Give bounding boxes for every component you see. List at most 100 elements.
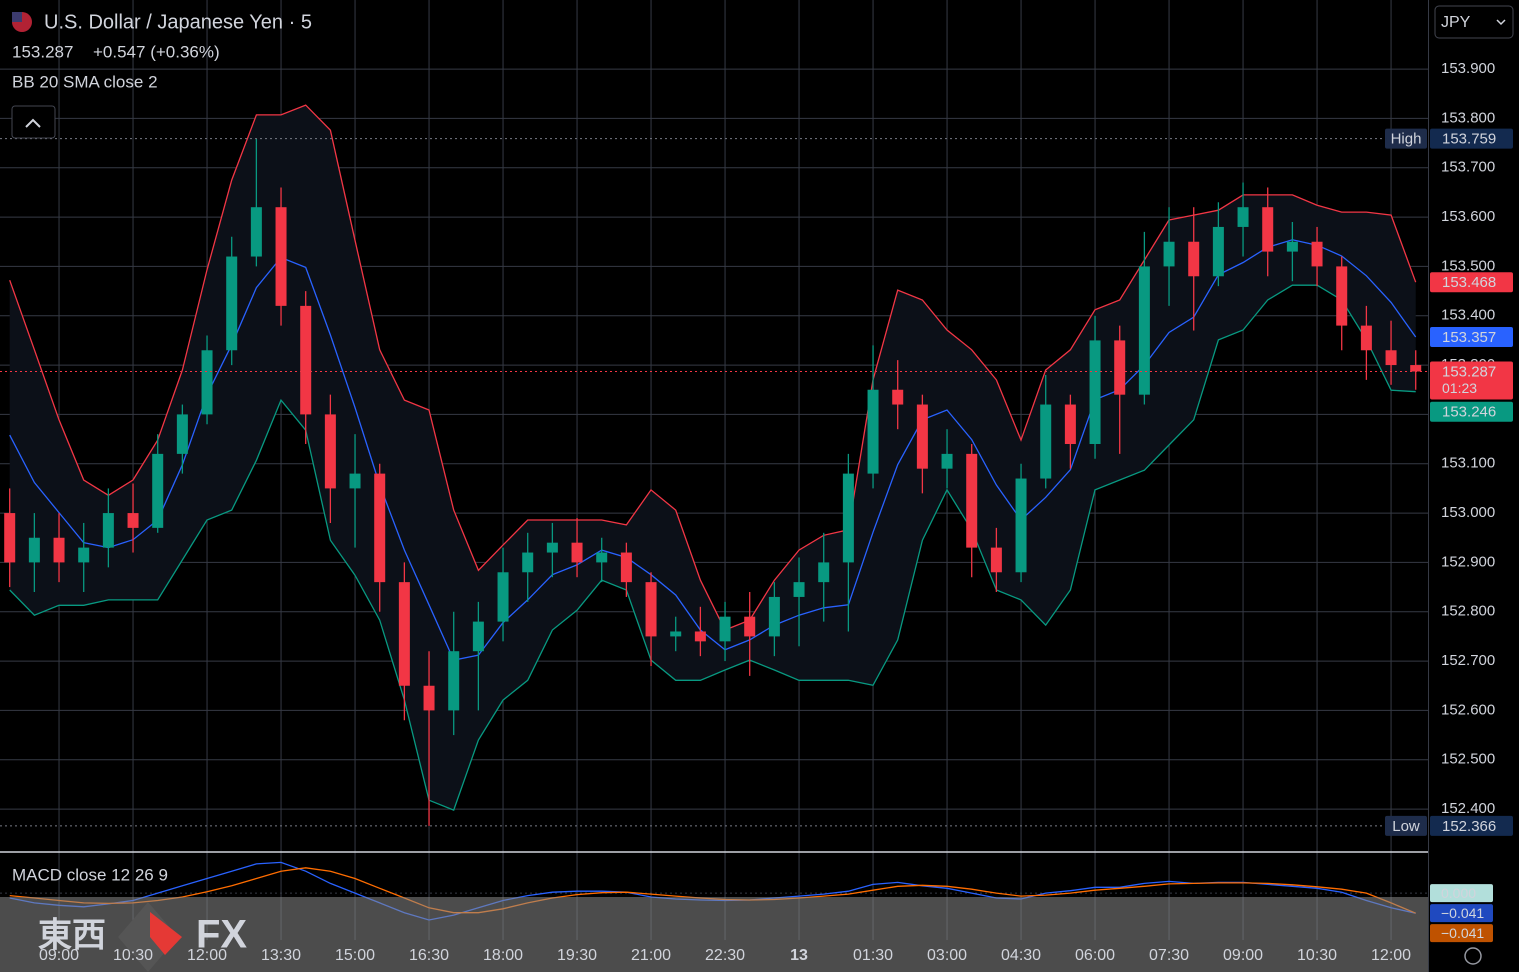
x-tick-label: 07:30	[1149, 947, 1189, 964]
candle-body	[1237, 207, 1249, 227]
low-tag: 152.366	[1442, 818, 1496, 835]
macd-label: MACD close 12 26 9	[12, 865, 168, 884]
middle-band-tag: 153.357	[1442, 329, 1496, 346]
chart-title: U.S. Dollar / Japanese Yen · 5	[44, 11, 312, 33]
currency-label: JPY	[1441, 14, 1471, 31]
candle-body	[571, 542, 583, 563]
candle-body	[670, 631, 682, 637]
candle-body	[916, 404, 928, 469]
x-tick-label: 01:30	[853, 947, 893, 964]
y-tick-label: 0.000	[1441, 885, 1476, 901]
last-price: 153.287	[12, 42, 73, 61]
plot	[0, 0, 1428, 940]
x-tick-label: 18:00	[483, 947, 523, 964]
x-tick-label: 16:30	[409, 947, 449, 964]
y-tick-label: 152.600	[1441, 701, 1495, 718]
watermark-cjk: 東西	[38, 916, 106, 956]
candle-body	[1015, 478, 1027, 573]
indicator-label: BB 20 SMA close 2	[12, 72, 158, 91]
x-tick-label: 10:30	[113, 947, 153, 964]
candle-body	[842, 473, 854, 563]
x-tick-label: 19:30	[557, 947, 597, 964]
x-tick-label: 15:00	[335, 947, 375, 964]
candle-body	[1286, 241, 1298, 252]
candle-body	[1360, 325, 1372, 351]
last-value-tag-bg	[1430, 924, 1493, 943]
last-price-tag-bg	[1430, 361, 1513, 400]
last-price-tag: 153.287	[1442, 363, 1496, 380]
candle-body	[349, 473, 361, 489]
candle-body	[1385, 350, 1397, 366]
candle-body	[941, 453, 953, 469]
candle-body	[645, 582, 657, 637]
lower-band-tag-bg	[1430, 401, 1513, 422]
high-tag-bg	[1430, 128, 1513, 149]
band-fill	[9, 105, 1416, 811]
y-tick-label: 153.400	[1441, 307, 1495, 324]
x-tick-label: 12:00	[1371, 947, 1411, 964]
candle-body	[818, 562, 830, 583]
middle-band-tag-bg	[1430, 326, 1513, 347]
candle-body	[398, 582, 410, 686]
x-tick-label: 09:00	[1223, 947, 1263, 964]
collapse-button[interactable]	[11, 105, 56, 139]
candle-body	[719, 616, 731, 642]
x-tick-label: 03:00	[927, 947, 967, 964]
low-tag-label-bg	[1385, 815, 1427, 836]
last-value-tag: −0.041	[1441, 905, 1484, 921]
candle-body	[892, 389, 904, 405]
candle-body	[1114, 340, 1126, 395]
settings-icon[interactable]	[1464, 947, 1482, 965]
high-tag-label: High	[1391, 131, 1422, 148]
candle-body	[102, 513, 114, 548]
candle-body	[448, 651, 460, 711]
y-tick-label: 153.600	[1441, 208, 1495, 225]
candle-body	[300, 305, 312, 415]
candle-body	[620, 552, 632, 583]
high-tag-label-bg	[1385, 128, 1427, 149]
y-tick-label: 152.400	[1441, 800, 1495, 817]
low-tag-bg	[1430, 815, 1513, 836]
candle-body	[1188, 241, 1200, 277]
upper-band-tag: 153.468	[1442, 274, 1496, 291]
y-tick-label: 153.000	[1441, 504, 1495, 521]
candle-body	[250, 207, 262, 257]
candle-body	[28, 537, 40, 563]
band-line	[9, 104, 1417, 631]
currency-select[interactable]	[1434, 5, 1514, 39]
y-tick-label: 153.900	[1441, 60, 1495, 77]
x-tick-label: 21:00	[631, 947, 671, 964]
candle-body	[1336, 266, 1348, 326]
candle-body	[1163, 241, 1175, 267]
candle-body	[176, 414, 188, 454]
countdown: 01:23	[1442, 380, 1477, 396]
y-tick-label: 153.700	[1441, 159, 1495, 176]
watermark-logo-accent	[150, 912, 182, 955]
candle-body	[78, 547, 90, 563]
flag-icon-canton	[12, 12, 22, 22]
candle-body	[1262, 207, 1274, 252]
candle-body	[867, 389, 879, 474]
candle-body	[374, 473, 386, 583]
candle-body	[1040, 404, 1052, 479]
candle-body	[472, 621, 484, 652]
candle-body	[966, 453, 978, 548]
candle-body	[324, 414, 336, 489]
candle-body	[53, 537, 65, 563]
y-tick-label: 153.800	[1441, 109, 1495, 126]
candle-body	[201, 350, 213, 415]
candle-body	[990, 547, 1002, 573]
y-tick-label: 152.500	[1441, 751, 1495, 768]
band-line	[9, 239, 1417, 661]
high-tag: 153.759	[1442, 131, 1496, 148]
candle-body	[596, 552, 608, 563]
y-tick-label: 153.100	[1441, 455, 1495, 472]
band-line	[9, 284, 1416, 811]
y-tick-label: 153.500	[1441, 257, 1495, 274]
y-tick-label: 152.800	[1441, 603, 1495, 620]
watermark-fx: FX	[196, 913, 247, 957]
x-tick-label: 12:00	[187, 947, 227, 964]
candle-body	[546, 542, 558, 553]
watermark-logo	[118, 902, 178, 972]
